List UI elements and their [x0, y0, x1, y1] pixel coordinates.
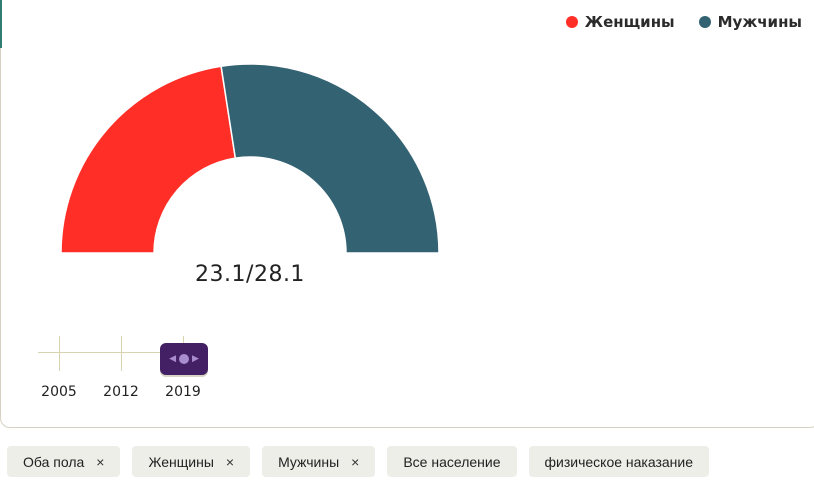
card-accent-edge	[0, 0, 2, 48]
chip-label: физическое наказание	[544, 453, 694, 470]
year-label[interactable]: 2012	[103, 384, 139, 400]
slice-women[interactable]	[60, 65, 237, 254]
year-label[interactable]: 2005	[41, 384, 77, 400]
chip-label: Женщины	[148, 453, 214, 470]
close-icon[interactable]: ×	[225, 453, 235, 470]
center-label: 23.1/28.1	[195, 262, 305, 287]
legend-label-women: Женщины	[584, 13, 675, 31]
chip-label: Оба пола	[23, 453, 85, 470]
timeline-track	[38, 352, 188, 353]
chip-label: Мужчины	[278, 453, 340, 470]
filter-chip[interactable]: Женщины ×	[132, 446, 251, 477]
close-icon[interactable]: ×	[351, 453, 360, 470]
men-dot-icon	[698, 16, 711, 28]
year-label[interactable]: 2019	[165, 384, 201, 400]
filter-chips: Оба пола × Женщины × Мужчины × Все населени…	[7, 446, 710, 477]
chart-card	[0, 0, 814, 428]
legend-item-women[interactable]: Женщины	[565, 13, 675, 31]
legend-item-men[interactable]: Мужчины	[698, 13, 802, 31]
timeline-handle[interactable]: ◀ ▶	[160, 343, 208, 375]
legend-label-men: Мужчины	[717, 13, 802, 31]
women-dot-icon	[565, 16, 578, 28]
chip-label: Все население	[403, 453, 501, 470]
filter-chip[interactable]: Все население	[387, 446, 517, 477]
arrow-left-icon: ◀	[169, 354, 176, 364]
filter-chip[interactable]: Оба пола ×	[7, 446, 121, 477]
handle-dot-icon	[179, 354, 189, 364]
half-donut-chart	[60, 63, 440, 254]
year-timeline[interactable]: 2005 2012 2019 ◀ ▶	[38, 336, 218, 406]
legend: Женщины Мужчины	[565, 13, 802, 31]
slice-men[interactable]	[220, 63, 440, 254]
timeline-tick	[121, 336, 122, 371]
arrow-right-icon: ▶	[192, 354, 199, 364]
timeline-tick	[59, 336, 60, 371]
close-icon[interactable]: ×	[96, 453, 105, 470]
filter-chip[interactable]: Мужчины ×	[262, 446, 376, 477]
filter-chip[interactable]: физическое наказание	[528, 446, 710, 477]
